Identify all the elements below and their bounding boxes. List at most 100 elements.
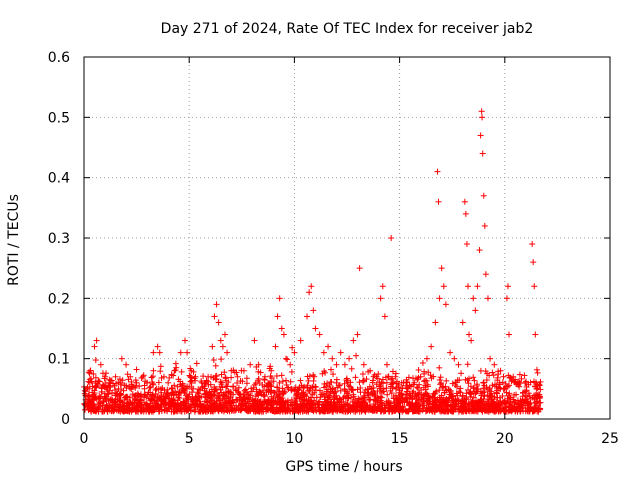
data-point — [310, 377, 317, 384]
data-point — [285, 402, 292, 409]
data-point — [426, 407, 433, 414]
data-point — [283, 377, 290, 384]
data-point — [99, 408, 106, 415]
data-point — [503, 389, 510, 396]
data-point — [120, 387, 127, 394]
chart-title: Day 271 of 2024, Rate Of TEC Index for r… — [161, 21, 534, 37]
data-point — [536, 405, 543, 412]
data-point — [295, 386, 302, 393]
data-point — [95, 378, 102, 385]
data-point — [216, 383, 223, 390]
data-point — [213, 301, 220, 308]
data-point — [150, 349, 157, 356]
data-point — [516, 371, 523, 378]
data-point — [465, 380, 472, 387]
data-point — [205, 405, 212, 412]
data-point — [377, 295, 384, 302]
data-point — [354, 331, 361, 338]
data-point — [217, 406, 224, 413]
data-point — [537, 399, 544, 406]
data-point — [344, 388, 351, 395]
data-point — [436, 376, 443, 383]
data-point — [252, 398, 259, 405]
data-point — [110, 380, 117, 387]
data-point — [480, 402, 487, 409]
data-point — [186, 383, 193, 390]
data-point — [194, 397, 201, 404]
data-point — [477, 132, 484, 139]
data-point — [311, 397, 318, 404]
data-point — [400, 379, 407, 386]
data-point — [138, 397, 145, 404]
data-point — [250, 408, 257, 415]
data-point — [506, 394, 513, 401]
data-point — [507, 402, 514, 409]
data-point — [320, 404, 327, 411]
data-point — [367, 396, 374, 403]
data-point — [209, 343, 216, 350]
data-point — [213, 375, 220, 382]
data-point — [310, 372, 317, 379]
data-point — [377, 382, 384, 389]
data-point — [221, 331, 228, 338]
data-point — [176, 388, 183, 395]
data-point — [533, 398, 540, 405]
data-point — [225, 397, 232, 404]
data-point — [356, 379, 363, 386]
data-point — [143, 379, 150, 386]
data-point — [233, 396, 240, 403]
data-point — [143, 400, 150, 407]
data-point — [409, 396, 416, 403]
data-point — [251, 381, 258, 388]
data-point — [369, 379, 376, 386]
data-point — [335, 382, 342, 389]
data-point — [269, 397, 276, 404]
data-point — [159, 384, 166, 391]
data-point — [499, 379, 506, 386]
data-point — [258, 401, 265, 408]
data-point — [94, 405, 101, 412]
data-point — [165, 379, 172, 386]
data-point — [508, 378, 515, 385]
data-point — [441, 389, 448, 396]
data-point — [240, 402, 247, 409]
data-point — [534, 369, 541, 376]
data-point — [379, 380, 386, 387]
data-point — [267, 381, 274, 388]
data-point — [488, 397, 495, 404]
data-point — [359, 395, 366, 402]
data-point — [301, 391, 308, 398]
data-point — [141, 385, 148, 392]
data-point — [85, 393, 92, 400]
data-point — [90, 407, 97, 414]
data-point — [517, 402, 524, 409]
data-point — [506, 382, 513, 389]
data-point — [533, 381, 540, 388]
data-point — [253, 363, 260, 370]
data-point — [207, 402, 214, 409]
data-point — [381, 313, 388, 320]
data-point — [166, 374, 173, 381]
data-point — [423, 377, 430, 384]
data-point — [297, 337, 304, 344]
data-point — [345, 395, 352, 402]
data-point — [430, 403, 437, 410]
data-point — [455, 361, 462, 368]
data-point — [151, 397, 158, 404]
data-point — [419, 359, 426, 366]
data-point — [184, 349, 191, 356]
data-point — [280, 331, 287, 338]
data-point — [191, 375, 198, 382]
data-point — [341, 386, 348, 393]
data-point — [410, 388, 417, 395]
data-point — [353, 352, 360, 359]
data-point — [114, 393, 121, 400]
data-point — [457, 385, 464, 392]
data-point — [157, 386, 164, 393]
data-point — [158, 374, 165, 381]
data-point — [278, 325, 285, 332]
data-point — [471, 377, 478, 384]
data-point — [478, 390, 485, 397]
data-point — [174, 399, 181, 406]
data-point — [91, 343, 98, 350]
